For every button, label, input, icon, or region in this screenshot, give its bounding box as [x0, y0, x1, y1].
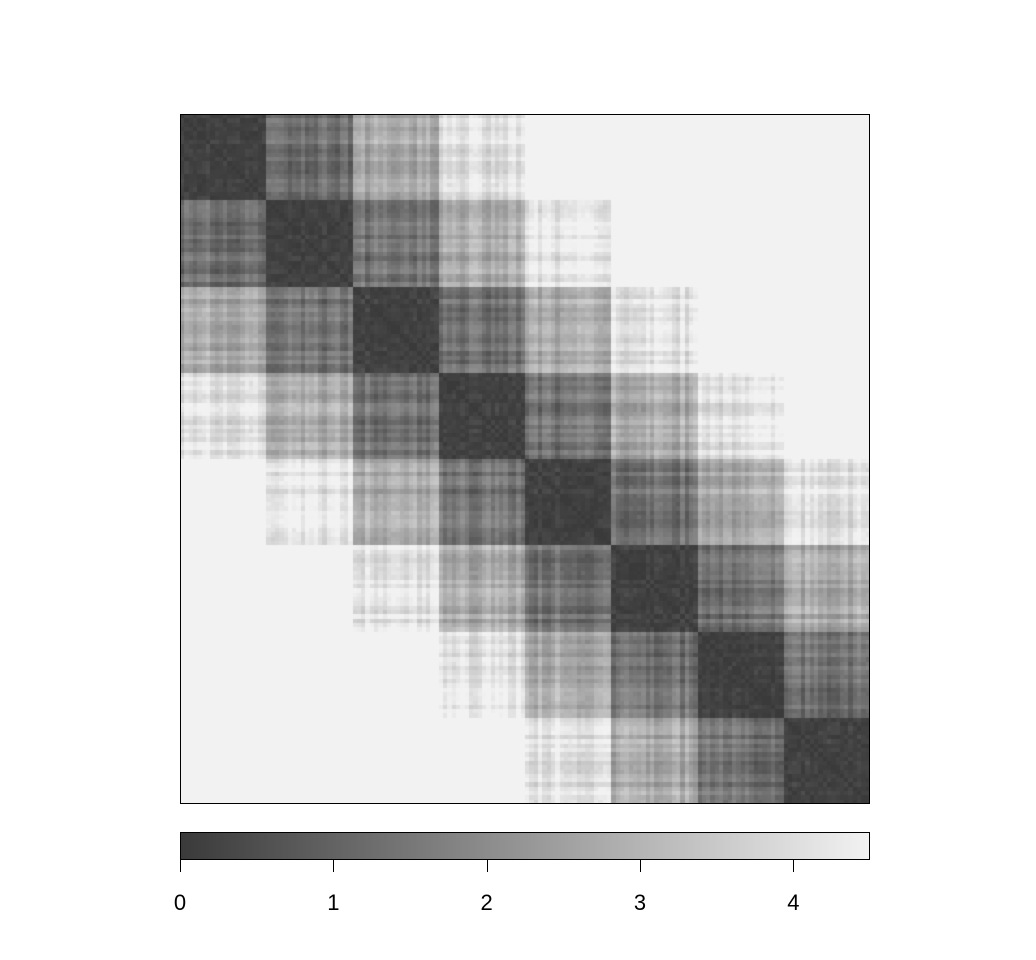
legend-tick	[487, 860, 488, 872]
legend-tick	[640, 860, 641, 872]
legend-tick-label: 2	[481, 890, 493, 916]
legend-tick-label: 4	[787, 890, 799, 916]
legend-tick-label: 3	[634, 890, 646, 916]
legend-tick	[793, 860, 794, 872]
legend-tick	[333, 860, 334, 872]
chart-area: 0 1 2 3 4	[0, 0, 1036, 960]
legend-tick-label: 0	[174, 890, 186, 916]
legend-tick-label: 1	[327, 890, 339, 916]
heatmap	[180, 114, 870, 804]
color-legend	[180, 832, 870, 860]
legend-tick	[180, 860, 181, 872]
